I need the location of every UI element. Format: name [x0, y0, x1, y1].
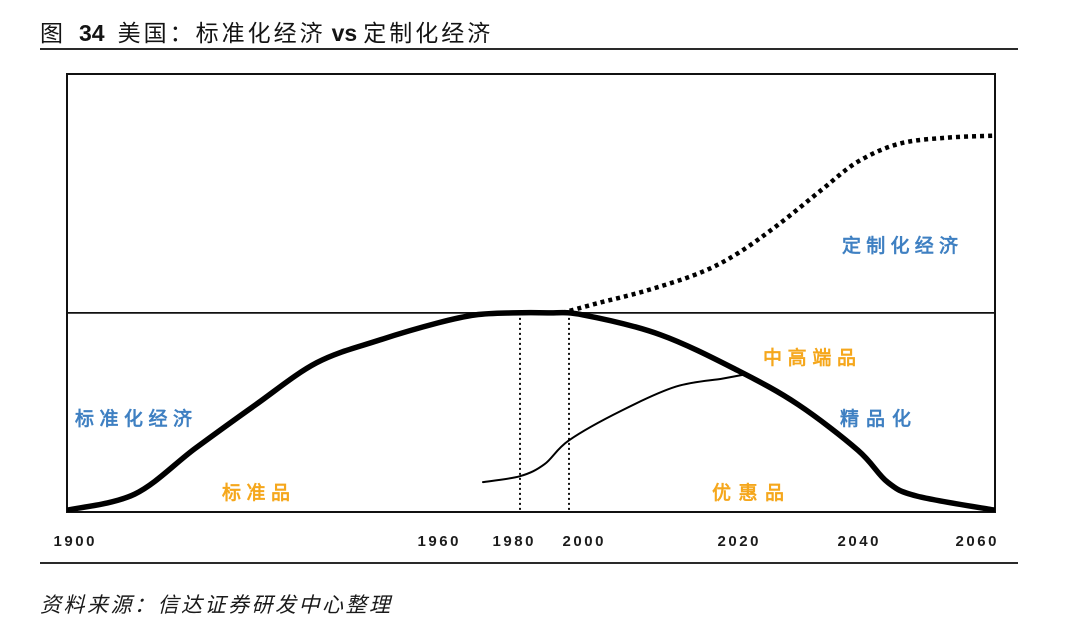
caption-divider [40, 48, 1018, 50]
source-note: 资料来源：信达证券研发中心整理 [40, 593, 393, 617]
x-tick-label: 2060 [956, 533, 997, 550]
annotation-standard-goods: 标准品 [222, 482, 290, 504]
series-lines [67, 133, 995, 512]
x-tick-label: 1900 [54, 533, 95, 550]
customized-economy-line [561, 133, 994, 316]
chart-title-part-b: 定制化经济 [363, 21, 494, 47]
x-tick-label: 2040 [838, 533, 879, 550]
x-tick-label: 1960 [418, 533, 459, 550]
axis-divider [40, 562, 1018, 564]
chart-title-vs: vs [331, 20, 358, 46]
annotation-mid-high-end-goods: 中高端品 [763, 346, 856, 369]
plot-frame [66, 73, 996, 513]
series-label-standardized-economy: 标准化经济 [75, 407, 193, 430]
figure-label: 图 [40, 21, 66, 47]
mid-high-end-line [482, 373, 745, 484]
chart-annotations: 标准化经济 定制化经济 中高端品 精品化 标准品 优惠品 [75, 234, 959, 504]
figure-caption: 图 34 美国：标准化经济 vs 定制化经济 [40, 19, 493, 47]
standardized-economy-line [67, 309, 995, 512]
series-label-customized-economy: 定制化经济 [842, 234, 959, 257]
chart-title-part-a: 美国：标准化经济 [117, 21, 326, 47]
x-axis-tick-labels: 1900 1960 1980 2000 2020 2040 2060 [54, 533, 997, 550]
figure-number: 34 [79, 20, 105, 46]
annotation-refinement: 精品化 [840, 407, 911, 430]
x-tick-label: 2020 [718, 533, 759, 550]
x-tick-label: 1980 [493, 533, 534, 550]
x-tick-label: 2000 [563, 533, 604, 550]
annotation-discount-goods: 优惠品 [712, 481, 784, 504]
